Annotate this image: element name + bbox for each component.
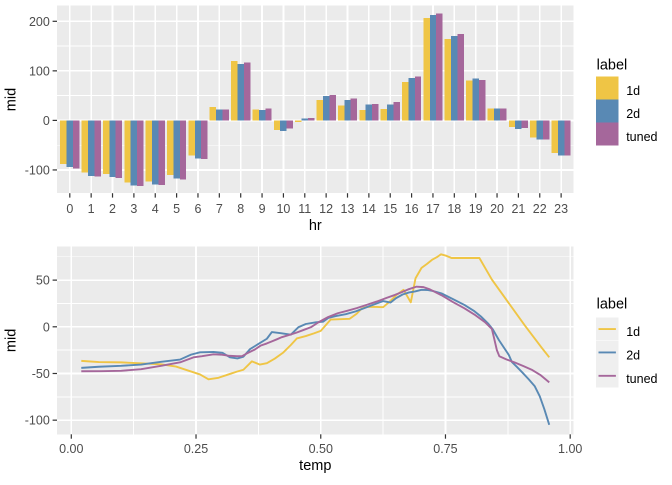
svg-text:200: 200 xyxy=(29,15,50,29)
svg-text:label: label xyxy=(597,297,628,313)
svg-text:21: 21 xyxy=(511,202,525,216)
svg-text:2: 2 xyxy=(109,202,116,216)
svg-text:1.00: 1.00 xyxy=(558,442,582,456)
svg-text:17: 17 xyxy=(426,202,440,216)
svg-text:0: 0 xyxy=(66,202,73,216)
svg-text:temp: temp xyxy=(299,458,331,474)
svg-text:7: 7 xyxy=(216,202,223,216)
svg-text:14: 14 xyxy=(362,202,376,216)
svg-text:-100: -100 xyxy=(25,414,50,428)
svg-text:9: 9 xyxy=(259,202,266,216)
svg-text:0.75: 0.75 xyxy=(433,442,457,456)
svg-text:5: 5 xyxy=(173,202,180,216)
svg-text:-50: -50 xyxy=(32,367,50,381)
svg-text:100: 100 xyxy=(29,64,50,78)
svg-text:2d: 2d xyxy=(626,107,640,121)
svg-text:0.00: 0.00 xyxy=(59,442,83,456)
svg-text:hr: hr xyxy=(309,218,322,234)
svg-text:8: 8 xyxy=(237,202,244,216)
svg-text:22: 22 xyxy=(533,202,547,216)
svg-text:0: 0 xyxy=(43,114,50,128)
svg-text:-100: -100 xyxy=(25,163,50,177)
svg-text:2d: 2d xyxy=(626,348,640,362)
svg-text:16: 16 xyxy=(405,202,419,216)
svg-text:15: 15 xyxy=(383,202,397,216)
svg-text:18: 18 xyxy=(447,202,461,216)
svg-text:50: 50 xyxy=(36,274,50,288)
svg-text:23: 23 xyxy=(554,202,568,216)
svg-text:19: 19 xyxy=(469,202,483,216)
svg-text:20: 20 xyxy=(490,202,504,216)
svg-text:4: 4 xyxy=(152,202,159,216)
svg-text:13: 13 xyxy=(341,202,355,216)
svg-text:mid: mid xyxy=(4,329,20,352)
svg-text:1d: 1d xyxy=(626,84,640,98)
svg-text:0: 0 xyxy=(43,320,50,334)
svg-text:label: label xyxy=(597,57,628,73)
svg-text:0.25: 0.25 xyxy=(184,442,208,456)
svg-text:tuned: tuned xyxy=(626,372,657,386)
svg-text:1d: 1d xyxy=(626,325,640,339)
svg-text:11: 11 xyxy=(298,202,311,216)
svg-text:12: 12 xyxy=(319,202,333,216)
svg-text:0.50: 0.50 xyxy=(309,442,333,456)
svg-text:mid: mid xyxy=(4,88,20,111)
svg-text:tuned: tuned xyxy=(626,130,657,144)
svg-text:6: 6 xyxy=(194,202,201,216)
svg-text:1: 1 xyxy=(88,202,95,216)
svg-text:10: 10 xyxy=(276,202,290,216)
svg-text:3: 3 xyxy=(130,202,137,216)
